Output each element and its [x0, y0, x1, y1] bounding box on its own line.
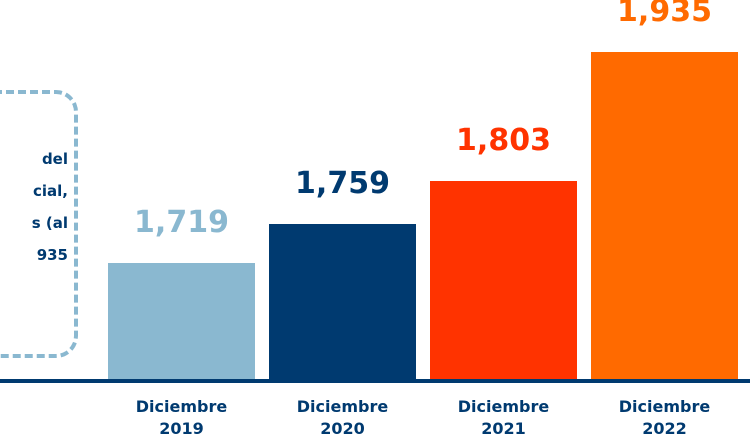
value-label: 1,759 — [295, 166, 390, 202]
annotation-line: cial, — [33, 182, 68, 200]
annotation-box: del cial, s (al 935 — [0, 90, 78, 358]
baseline — [0, 379, 750, 383]
value-label: 1,803 — [456, 123, 551, 159]
annotation-line: del — [41, 150, 68, 168]
bar — [430, 181, 577, 380]
bar — [591, 51, 738, 380]
value-label: 1,935 — [617, 0, 712, 29]
annotation-line: s (al — [31, 214, 68, 232]
bar — [108, 263, 255, 380]
value-label: 1,719 — [134, 205, 229, 241]
x-tick-label: Diciembre 2022 — [618, 397, 711, 438]
bar — [269, 224, 416, 380]
x-tick-label: Diciembre 2020 — [296, 397, 389, 438]
annotation-line: 935 — [36, 246, 68, 264]
x-tick-label: Diciembre 2019 — [135, 397, 228, 438]
x-tick-label: Diciembre 2021 — [457, 397, 550, 438]
